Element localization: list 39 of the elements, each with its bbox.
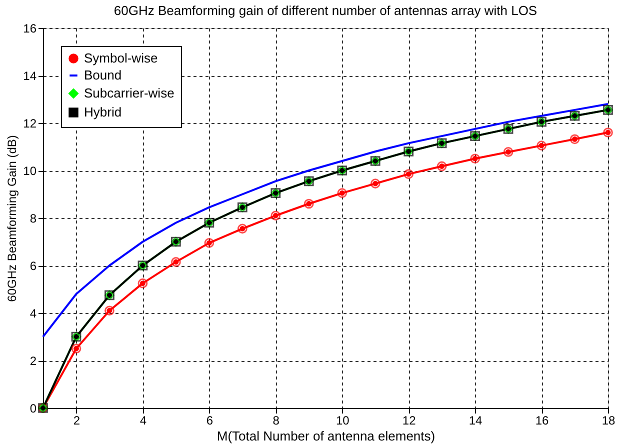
point	[104, 306, 114, 316]
y-tick-label: 8	[30, 212, 37, 226]
x-tick-label: 8	[272, 414, 280, 428]
point	[304, 198, 314, 209]
legend-label: Subcarrier-wise	[84, 86, 174, 100]
point	[436, 161, 447, 172]
point	[404, 169, 414, 179]
y-tick-label: 4	[30, 306, 37, 320]
x-tick-label: 4	[140, 414, 147, 428]
point	[470, 154, 480, 164]
x-tick-label: 12	[402, 414, 416, 428]
y-tick-label: 6	[30, 259, 37, 273]
y-tick-label: 14	[23, 69, 37, 83]
point	[138, 278, 148, 288]
y-axis-title: 60GHz Beamforming Gain (dB)	[5, 135, 20, 302]
x-tick-label: 14	[468, 414, 483, 428]
x-tick-label: 10	[336, 414, 350, 428]
x-tick-label: 18	[602, 414, 616, 428]
point	[570, 134, 580, 144]
y-tick-label: 12	[23, 116, 37, 130]
point	[204, 238, 214, 248]
point	[370, 178, 380, 188]
y-tick-label: 16	[23, 22, 37, 36]
point	[503, 147, 514, 157]
point	[270, 210, 281, 221]
x-axis-title: M(Total Number of antenna elements)	[216, 428, 436, 444]
point	[237, 224, 248, 234]
x-tick-label: 2	[73, 414, 80, 428]
point	[71, 344, 82, 354]
legend-label: Hybrid	[84, 104, 122, 120]
y-tick-label: 10	[23, 164, 37, 178]
x-tick-label: 16	[535, 414, 550, 428]
y-tick-label: 2	[30, 354, 37, 368]
x-tick-label: 6	[206, 414, 214, 428]
legend-label: Symbol-wise	[84, 50, 158, 66]
legend-label: Bound	[84, 68, 122, 82]
y-tick-label: 0	[30, 402, 37, 416]
chart-title: 60GHz Beamforming gain of different number of antennas array with LOS	[114, 3, 538, 18]
point	[337, 188, 348, 198]
